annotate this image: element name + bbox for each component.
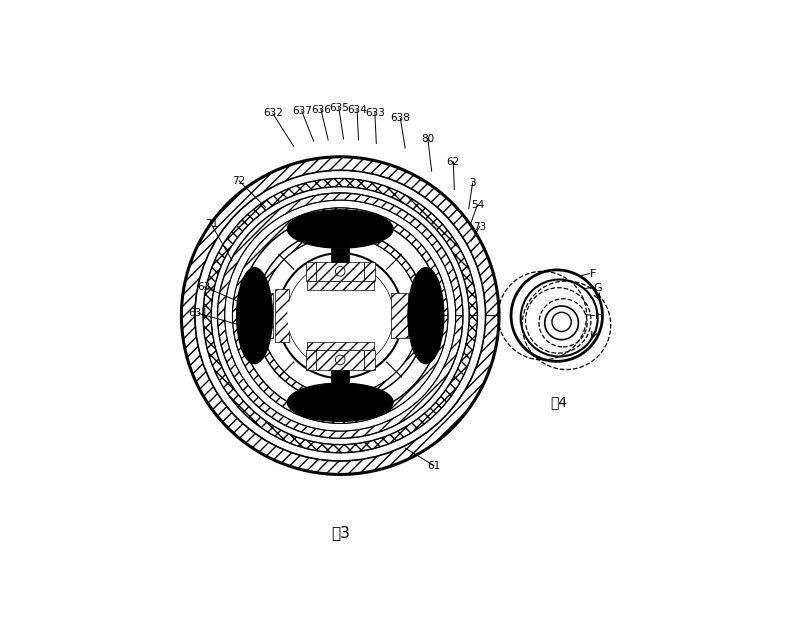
Ellipse shape: [237, 268, 273, 364]
Text: F: F: [590, 269, 597, 279]
Polygon shape: [233, 208, 448, 423]
Bar: [391, 292, 408, 339]
Text: 635: 635: [329, 102, 349, 112]
Polygon shape: [218, 193, 463, 438]
Bar: [306, 396, 374, 408]
Text: 图4: 图4: [550, 395, 568, 409]
Text: 54: 54: [470, 200, 484, 210]
Text: 632: 632: [263, 109, 282, 119]
Text: 63: 63: [198, 282, 210, 292]
Text: 图3: 图3: [330, 525, 350, 540]
Bar: [306, 342, 374, 350]
Text: 636: 636: [311, 104, 331, 114]
Ellipse shape: [287, 210, 393, 248]
Text: 638: 638: [390, 113, 410, 123]
Bar: [316, 350, 364, 369]
Bar: [331, 369, 350, 383]
Text: 61: 61: [427, 461, 441, 471]
Ellipse shape: [287, 383, 393, 421]
Circle shape: [287, 262, 393, 369]
Text: 3: 3: [470, 178, 476, 188]
Circle shape: [278, 253, 402, 378]
Bar: [256, 292, 273, 339]
Text: 73: 73: [473, 222, 486, 232]
Text: 71: 71: [205, 219, 218, 229]
Bar: [364, 262, 375, 281]
Ellipse shape: [408, 268, 444, 364]
Bar: [360, 289, 374, 342]
Text: H: H: [595, 311, 604, 321]
Text: 634: 634: [347, 104, 367, 114]
Text: 633: 633: [365, 107, 385, 118]
Bar: [306, 281, 374, 289]
Bar: [306, 223, 374, 235]
Bar: [275, 289, 290, 342]
Polygon shape: [203, 179, 478, 452]
Bar: [421, 282, 433, 349]
Bar: [248, 282, 260, 349]
Circle shape: [246, 221, 434, 410]
Bar: [306, 350, 316, 369]
Text: 62: 62: [446, 157, 460, 167]
Text: 80: 80: [422, 134, 434, 144]
Text: 637: 637: [292, 106, 312, 116]
Text: G: G: [594, 282, 602, 292]
Bar: [331, 248, 350, 262]
Polygon shape: [182, 157, 499, 474]
Polygon shape: [254, 230, 426, 401]
Text: 72: 72: [233, 176, 246, 186]
Bar: [316, 262, 364, 281]
Bar: [364, 350, 375, 369]
Circle shape: [287, 262, 393, 369]
Text: 631: 631: [188, 308, 208, 318]
Bar: [306, 262, 316, 281]
